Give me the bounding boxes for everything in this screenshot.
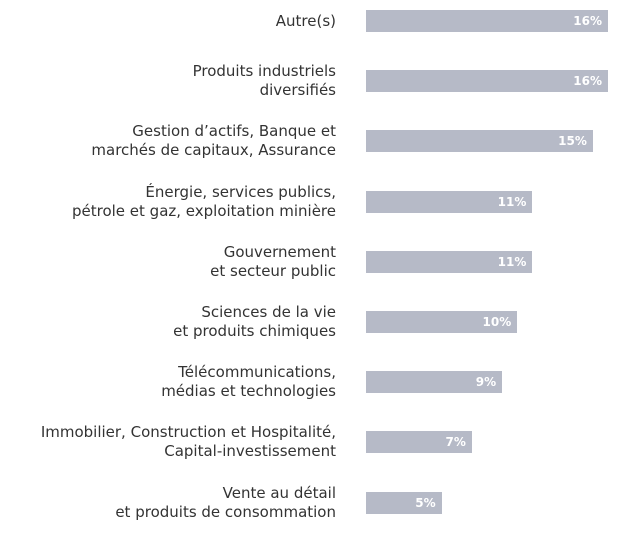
- category-label: Sciences de la vie et produits chimiques: [173, 303, 336, 340]
- category-label: Énergie, services publics, pétrole et ga…: [71, 182, 336, 220]
- value-label: 10%: [482, 315, 512, 329]
- category-label: Télécommunications, médias et technologi…: [161, 363, 336, 401]
- value-label: 15%: [558, 134, 587, 149]
- value-label: 11%: [497, 194, 527, 209]
- value-label: 16%: [573, 74, 602, 89]
- bar: 11%: [366, 190, 533, 213]
- category-label: Immobilier, Construction et Hospitalité,…: [40, 423, 336, 461]
- bar: 9%: [366, 371, 503, 394]
- category-label: Autre(s): [275, 11, 336, 30]
- bar: 16%: [366, 70, 608, 93]
- category-label: Vente au détail et produits de consommat…: [115, 483, 336, 521]
- value-label: 11%: [497, 254, 527, 269]
- value-label: 9%: [475, 375, 497, 390]
- category-label: Produits industriels diversifiés: [192, 62, 336, 100]
- bar: 5%: [366, 491, 442, 514]
- bar: 16%: [366, 10, 608, 32]
- bar: 11%: [366, 250, 533, 273]
- value-label: 16%: [573, 14, 602, 28]
- value-label: 5%: [415, 495, 436, 510]
- bar: 7%: [366, 431, 472, 454]
- category-label: Gouvernement et secteur public: [210, 242, 336, 280]
- bar: 15%: [366, 130, 593, 153]
- value-label: 7%: [445, 435, 466, 450]
- bar: 10%: [366, 311, 518, 333]
- category-label: Gestion d’actifs, Banque et marchés de c…: [91, 122, 336, 160]
